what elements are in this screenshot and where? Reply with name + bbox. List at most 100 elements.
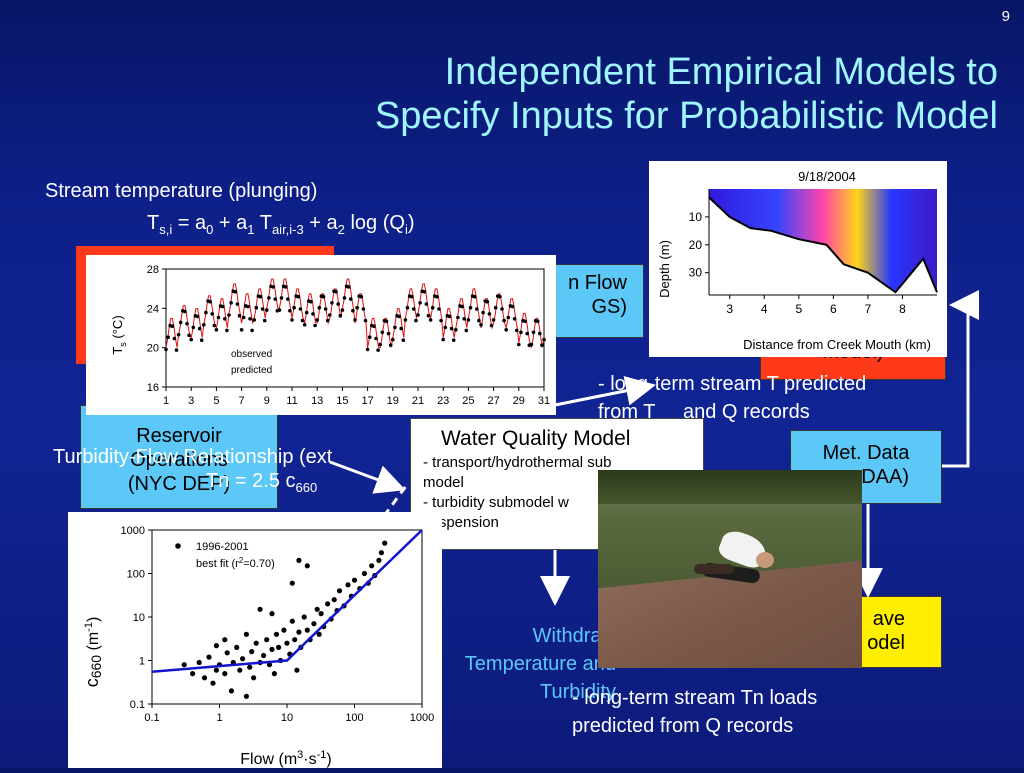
stream-temp-equation: Ts,i = a0 + a1 Tair,i-3 + a2 log (Qi) [147,212,415,237]
x-tick-label: 11 [286,395,297,407]
x-tick-label: 19 [387,395,399,407]
reservoir-operations-box: Reservoir Operations (NYC DEP) [80,405,278,509]
legend-predicted: predicted [231,365,272,376]
x-tick-label: 9 [264,395,270,407]
observed-point [479,323,483,327]
observed-point [349,297,353,301]
slide-number: 9 [1001,8,1010,25]
observed-point [288,308,292,313]
observed-point [430,305,435,310]
observed-point [531,330,536,335]
observed-point [412,307,416,311]
observed-point [323,307,328,311]
observed-point [384,319,389,324]
observed-point [254,305,259,310]
observed-point [441,337,446,342]
observed-point [388,343,393,347]
turbidity-relationship-label: Turbidity-Flow Relationship (ext [53,446,333,468]
observed-point [472,294,477,299]
observed-point [338,313,343,318]
data-point [210,680,216,686]
bed-profile-line [708,196,938,294]
x-tick-label: 4 [761,302,768,316]
observed-point [241,315,246,320]
x-tick-label: 25 [462,395,474,407]
x-tick-label: 3 [726,302,733,316]
data-point [296,629,302,635]
photo-person-legs [694,564,734,574]
x-tick-label: 7 [865,302,872,316]
observed-point [376,348,380,352]
x-tick-label: 5 [795,302,802,316]
observed-point [246,304,250,309]
observed-point [351,308,355,313]
data-point [301,614,307,620]
x-tick-label: 3 [188,395,194,407]
observed-point [538,331,542,336]
observed-point [311,312,315,316]
title-line-1: Independent Empirical Models to [444,51,998,93]
observed-point [325,318,330,323]
observed-point [426,313,431,318]
x-tick-label: 31 [538,395,550,407]
data-point [237,667,243,673]
observed-point [525,331,529,336]
observed-point [178,320,183,325]
turbidity-flow-chart-panel: c660 (m-1) Flow (m3·s-1) 1996-2001 best … [68,512,442,768]
observed-point [498,294,502,299]
plot-frame [151,529,423,705]
observed-point [166,335,170,339]
y-tick-label: 30 [689,266,703,280]
photo-far-bank [598,470,862,504]
plot-frame [165,268,545,388]
y-tick-label: 100 [127,569,145,581]
y-tick-label: 1 [139,656,145,668]
data-point [314,606,320,612]
data-point [213,643,219,649]
data-point [382,540,388,546]
data-point [351,577,358,583]
data-point [261,652,267,659]
observed-point [271,285,275,289]
observed-point [517,342,521,347]
observed-point [380,330,385,335]
y-tick-label: 0.1 [130,699,145,711]
observed-point [273,297,277,301]
observed-point [460,304,464,309]
observed-point [365,347,370,352]
observed-point [330,301,334,305]
observed-point [401,338,406,342]
data-point [304,563,310,569]
x-tick-label: 13 [311,395,323,407]
observed-point [229,301,233,305]
data-point [249,649,255,655]
data-point [243,693,249,699]
data-point [271,671,277,677]
observed-point [414,318,418,323]
observed-point [542,337,546,342]
observed-point [428,318,433,322]
observed-point [466,318,471,322]
observed-point [164,347,168,352]
observed-point [172,336,177,341]
data-point [206,654,212,660]
observed-point [252,318,256,322]
data-point [240,656,246,662]
observed-point [374,336,378,341]
observed-point [489,323,494,328]
legend-marker [175,543,181,549]
observed-point [290,318,294,322]
observed-point [225,328,229,333]
observed-point [210,312,214,316]
observed-point [504,328,509,332]
observed-point [170,324,175,328]
observed-point [439,318,443,323]
data-point [181,662,187,668]
observed-point [208,299,212,304]
depth-x-axis-label: Distance from Creek Mouth (km) [743,337,931,352]
x-tick-label: 23 [437,395,449,407]
data-point [361,570,367,577]
y-tick-label: 10 [133,612,145,624]
observed-point [355,305,359,310]
